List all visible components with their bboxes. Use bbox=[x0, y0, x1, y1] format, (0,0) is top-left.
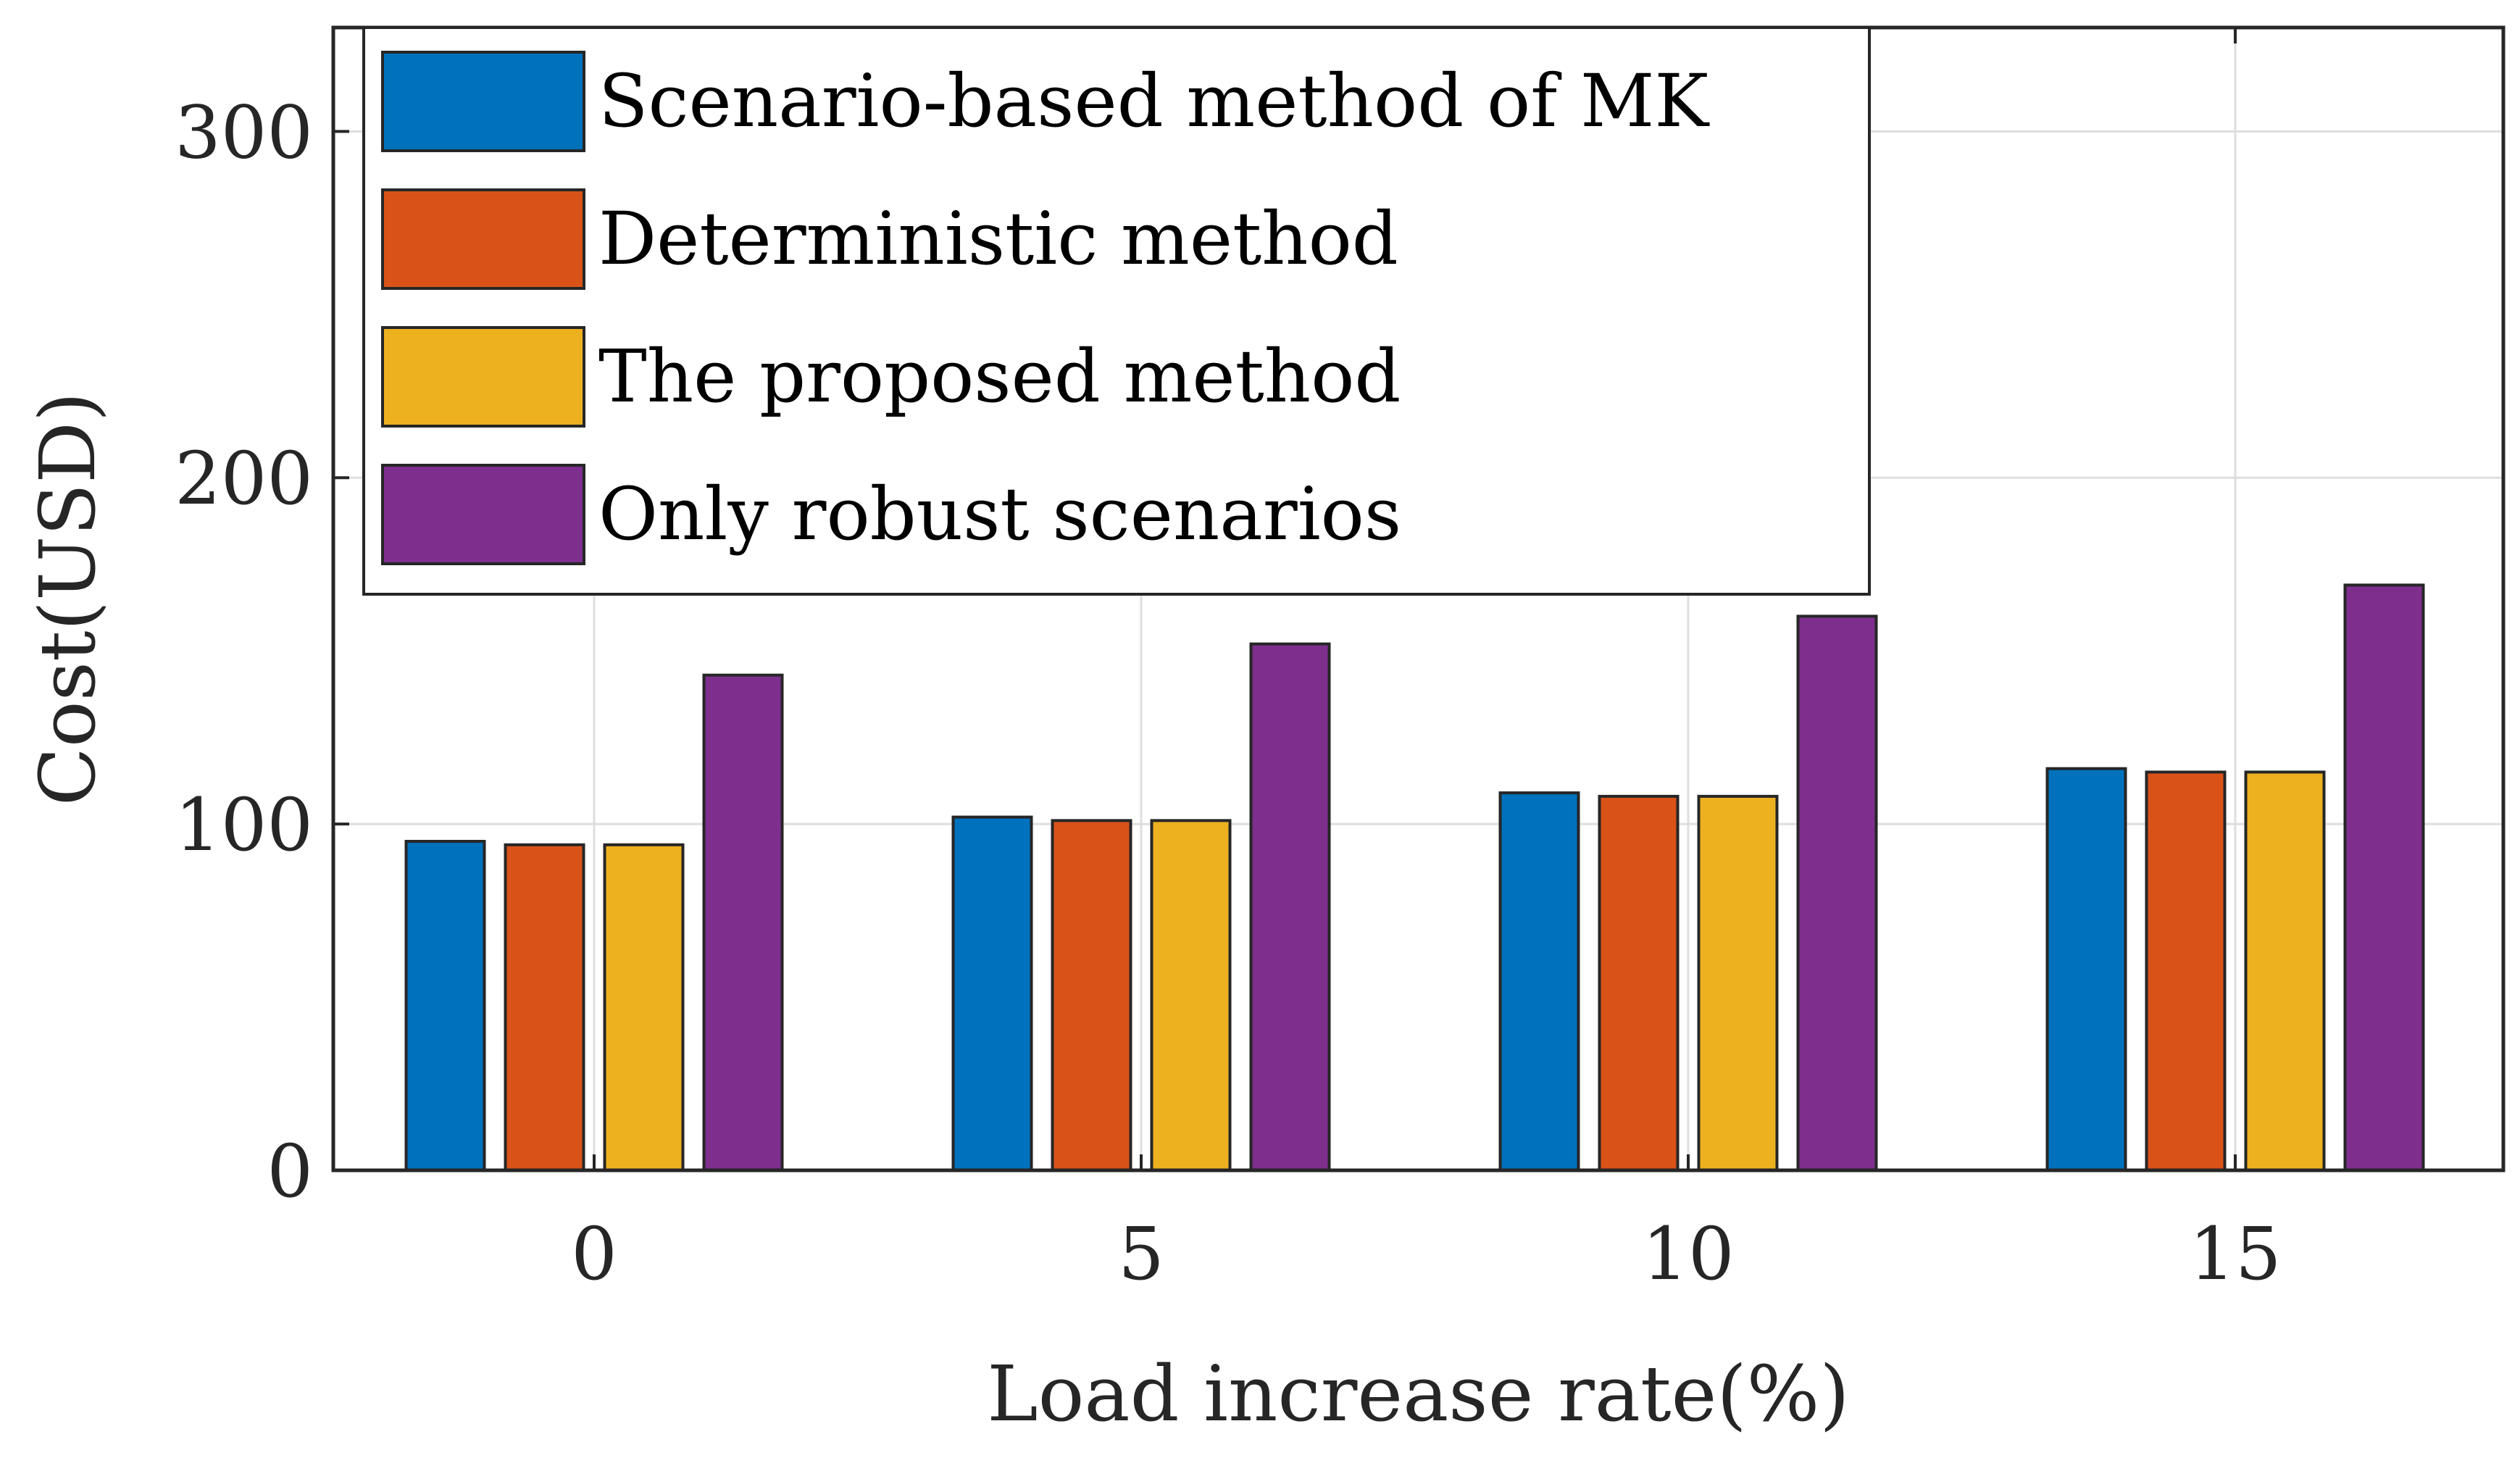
x-axis-title: Load increase rate(%) bbox=[987, 1349, 1850, 1438]
legend-label: Deterministic method bbox=[598, 196, 1398, 281]
y-axis-title: Cost(USD) bbox=[23, 392, 112, 807]
x-tick-label: 0 bbox=[571, 1212, 617, 1296]
bar-scenario-based-method-of-mk-5 bbox=[951, 815, 1033, 1172]
legend-swatch bbox=[381, 464, 585, 565]
bar-deterministic-method-15 bbox=[2145, 770, 2227, 1172]
legend-box bbox=[362, 26, 1871, 596]
bar-the-proposed-method-5 bbox=[1150, 819, 1232, 1172]
y-tick-label: 0 bbox=[267, 1129, 313, 1214]
bar-scenario-based-method-of-mk-10 bbox=[1498, 791, 1580, 1172]
bar-the-proposed-method-10 bbox=[1697, 794, 1779, 1172]
x-tick-label: 15 bbox=[2189, 1212, 2281, 1296]
bars bbox=[404, 583, 2425, 1172]
axis-ticks: 0 100 200 300 0 5 10 15 bbox=[175, 28, 2282, 1296]
bar-only-robust-scenarios-0 bbox=[702, 673, 784, 1172]
bar-only-robust-scenarios-15 bbox=[2343, 583, 2425, 1172]
legend-swatch bbox=[381, 51, 585, 152]
bar-scenario-based-method-of-mk-0 bbox=[404, 840, 486, 1172]
x-tick-label: 5 bbox=[1118, 1212, 1164, 1296]
legend-label: Scenario-based method of MK bbox=[598, 59, 1710, 143]
legend-swatch bbox=[381, 188, 585, 290]
y-tick-label: 200 bbox=[175, 436, 313, 521]
bar-the-proposed-method-0 bbox=[603, 843, 685, 1172]
bar-only-robust-scenarios-5 bbox=[1249, 642, 1331, 1172]
bar-deterministic-method-5 bbox=[1051, 819, 1132, 1172]
legend-swatch bbox=[381, 326, 585, 428]
legend-label: The proposed method bbox=[598, 334, 1401, 419]
bar-deterministic-method-0 bbox=[504, 843, 585, 1172]
y-tick-label: 300 bbox=[175, 90, 313, 175]
bar-only-robust-scenarios-10 bbox=[1796, 615, 1878, 1172]
legend: Scenario-based method of MK Deterministic… bbox=[362, 26, 1871, 596]
legend-label: Only robust scenarios bbox=[598, 472, 1401, 557]
y-tick-label: 100 bbox=[175, 783, 313, 867]
bar-deterministic-method-10 bbox=[1598, 794, 1680, 1172]
x-tick-label: 10 bbox=[1642, 1212, 1734, 1296]
bar-scenario-based-method-of-mk-15 bbox=[2045, 767, 2127, 1172]
bar-the-proposed-method-15 bbox=[2244, 770, 2326, 1172]
